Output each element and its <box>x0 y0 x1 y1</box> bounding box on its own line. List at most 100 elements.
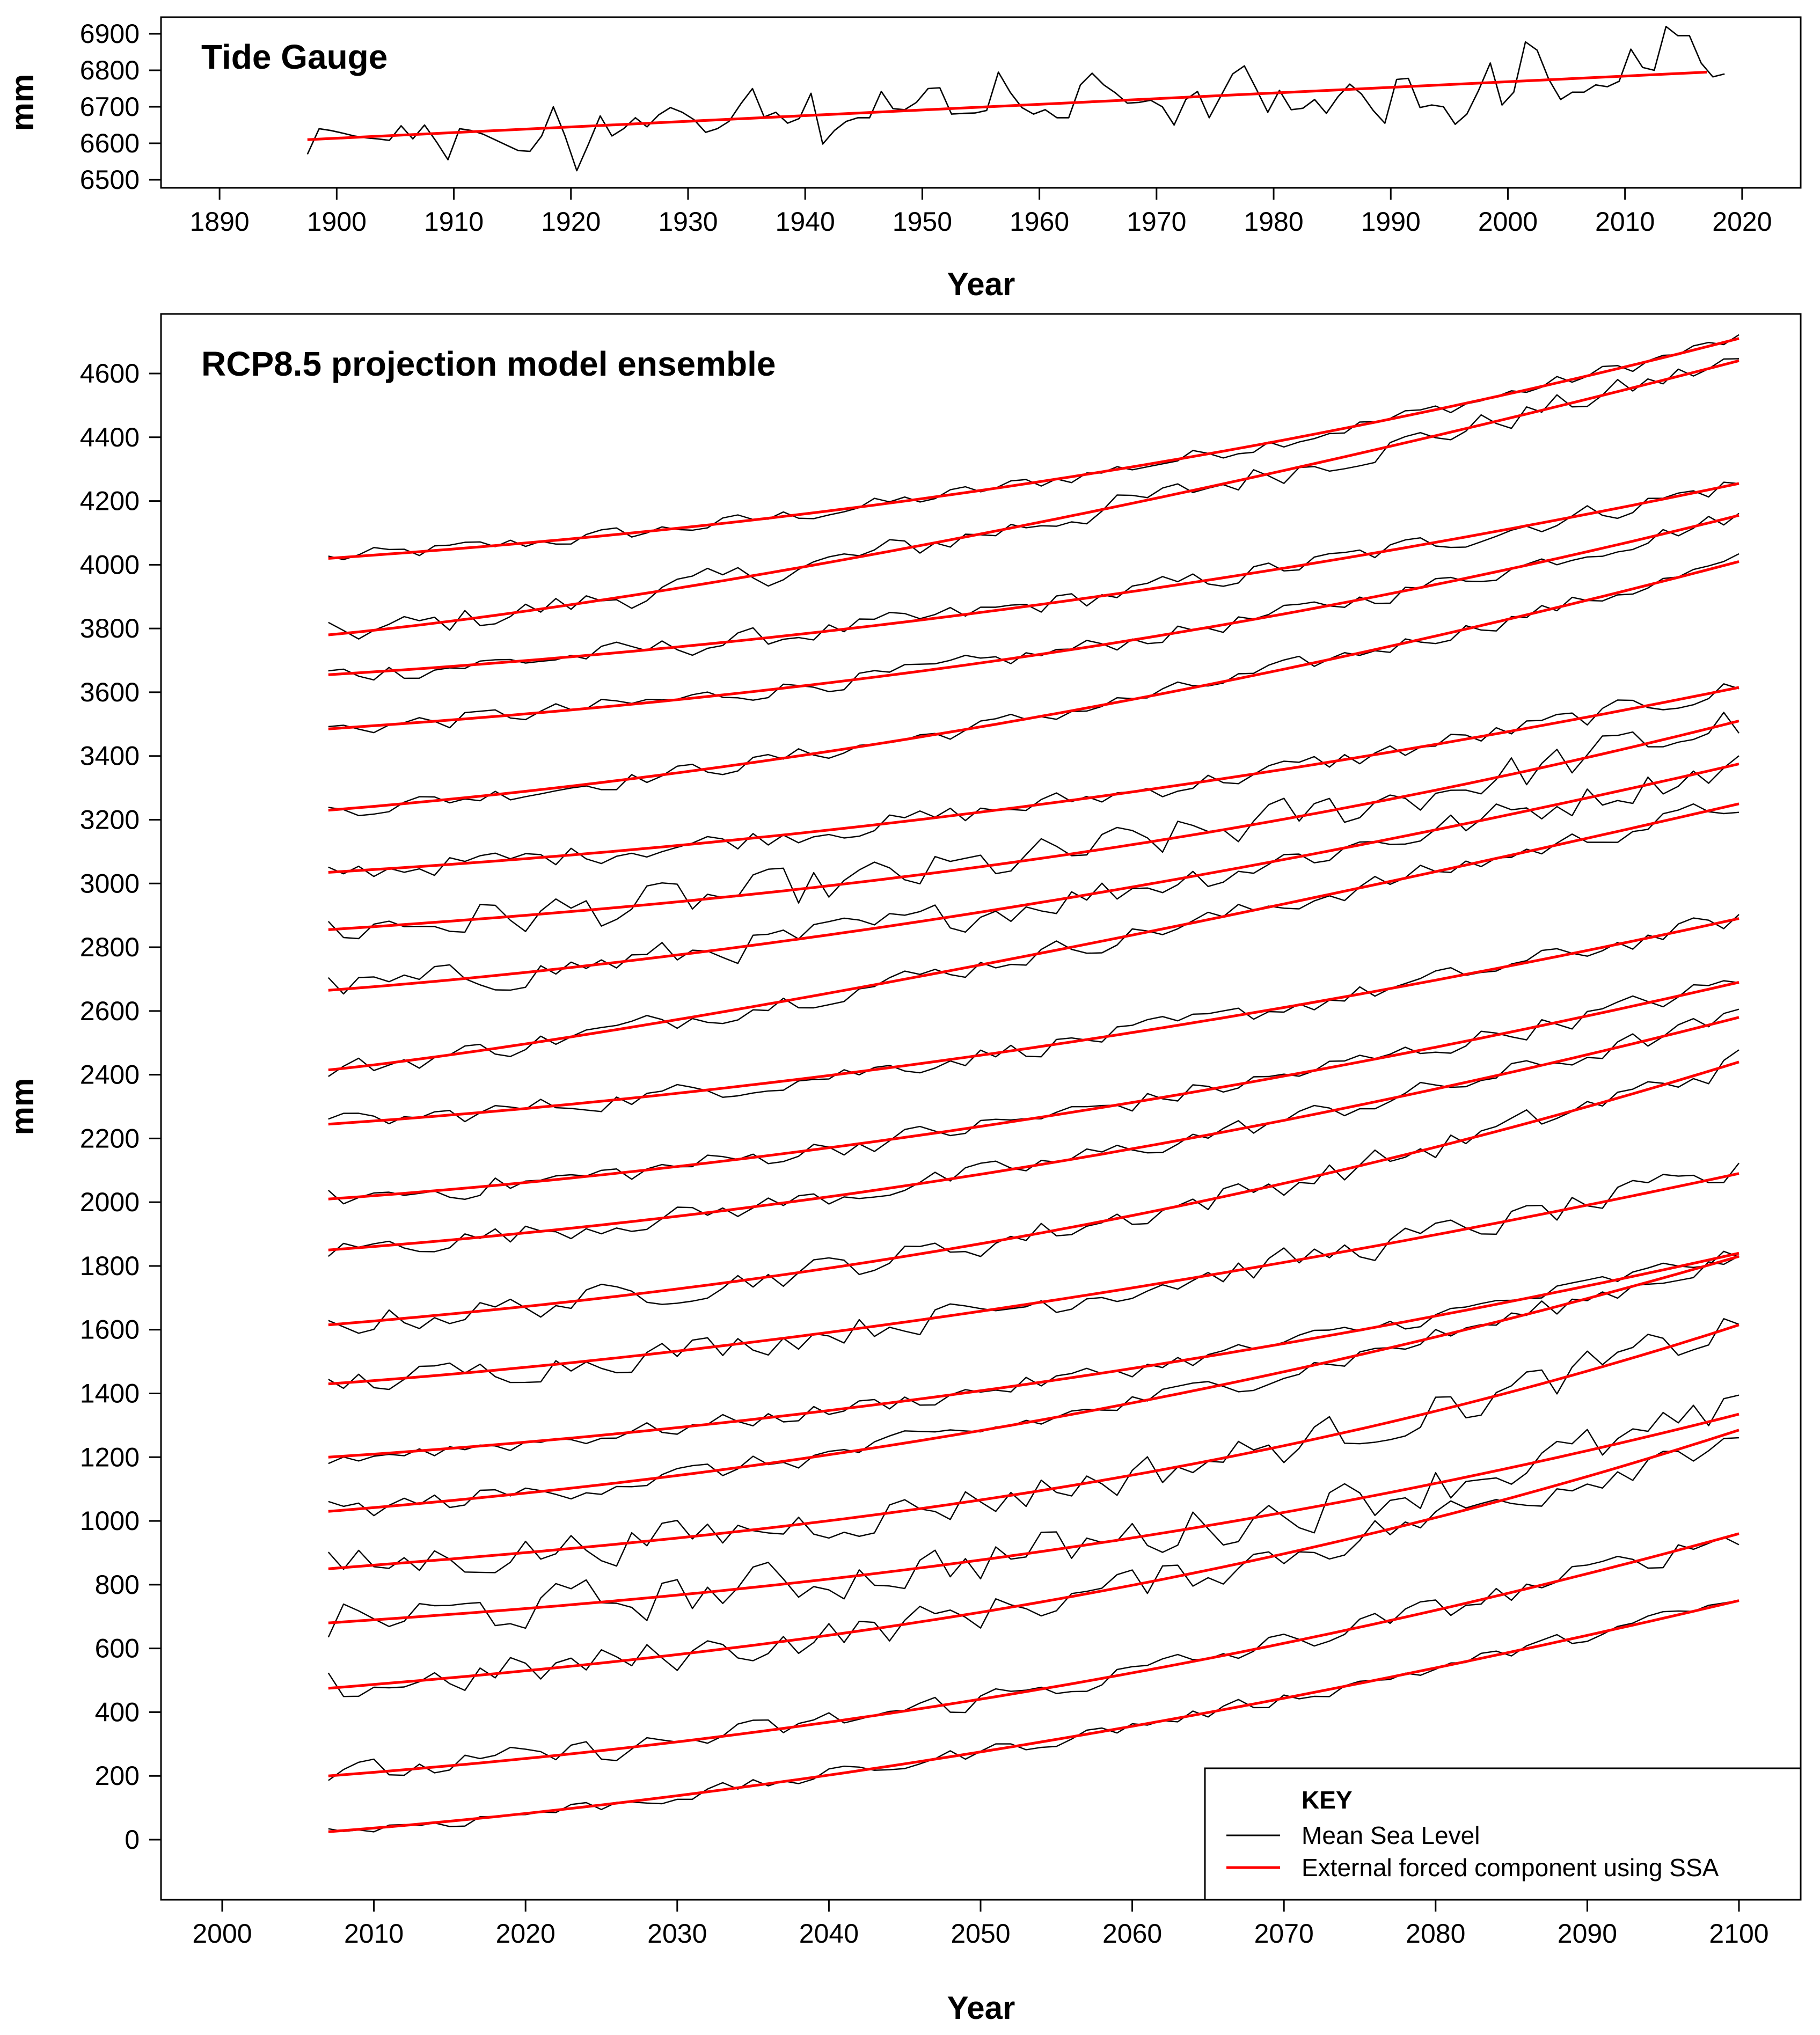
legend-title: KEY <box>1302 1786 1353 1814</box>
tide-gauge-axes: 1890 1900 1910 1920 1930 1940 1950 1960 1970 1980… <box>80 19 1772 237</box>
tide-gauge-panel: Tide Gauge 1890 1900 1910 1920 1930 1940 1950 1… <box>4 16 1802 302</box>
tide-gauge-x-tick-label-1950: 1950 <box>893 207 952 237</box>
tide-gauge-y-tick-label-6900: 6900 <box>80 19 140 49</box>
rcp-projection-panel: RCP8.5 projection model ensemble 2000 201… <box>4 313 1802 2026</box>
tide-gauge-y-tick-label-6800: 6800 <box>80 55 140 85</box>
tide-gauge-x-tick-label-1960: 1960 <box>1010 207 1069 237</box>
legend: KEY Mean Sea Level External forced compo… <box>1204 1767 1802 1901</box>
rcp-projection-x-tick-label-2010: 2010 <box>344 1919 404 1949</box>
rcp-projection-y-tick-label-1000: 1000 <box>80 1506 140 1536</box>
tide-gauge-y-tick-label-6700: 6700 <box>80 92 140 122</box>
rcp-projection-series <box>327 334 1739 1833</box>
rcp-model-20-ssa-trend-line <box>328 1532 1739 1777</box>
tide-gauge-x-tick-label-2000: 2000 <box>1478 207 1538 237</box>
rcp-projection-y-tick-label-0: 0 <box>125 1825 140 1855</box>
tide-gauge-x-tick-label-1990: 1990 <box>1361 207 1421 237</box>
rcp-model-9-ssa-trend-line <box>328 802 1739 1072</box>
tide-gauge-y-tick-label-6600: 6600 <box>80 128 140 158</box>
rcp-model-18-mean-sea-level-line <box>327 1394 1739 1638</box>
rcp-model-3-ssa-trend-line <box>328 482 1739 676</box>
legend-label-mean-sea-level: Mean Sea Level <box>1302 1821 1480 1849</box>
rcp-projection-y-tick-label-3000: 3000 <box>80 868 140 898</box>
rcp-model-19-ssa-trend-line <box>328 1429 1739 1690</box>
rcp-projection-x-tick-label-2050: 2050 <box>951 1919 1010 1949</box>
tide-gauge-x-tick-label-1920: 1920 <box>541 207 601 237</box>
rcp-projection-y-tick-label-3800: 3800 <box>80 613 140 643</box>
rcp-projection-y-tick-label-2600: 2600 <box>80 996 140 1026</box>
rcp-projection-x-tick-label-2100: 2100 <box>1709 1919 1768 1949</box>
rcp-model-4-ssa-trend-line <box>328 514 1739 730</box>
rcp-model-14-ssa-trend-line <box>328 1172 1739 1386</box>
legend-label-ssa: External forced component using SSA <box>1302 1854 1719 1882</box>
tide-gauge-x-axis-label: Year <box>947 266 1015 302</box>
rcp-projection-y-tick-label-600: 600 <box>95 1634 140 1664</box>
rcp-projection-y-tick-label-3200: 3200 <box>80 804 140 835</box>
rcp-model-8-ssa-trend-line <box>328 763 1739 992</box>
tide-gauge-series <box>306 26 1725 172</box>
rcp-projection-x-tick-label-2090: 2090 <box>1558 1919 1617 1949</box>
rcp-model-13-ssa-trend-line <box>328 1060 1739 1327</box>
rcp-projection-y-tick-label-1600: 1600 <box>80 1315 140 1345</box>
rcp-projection-y-tick-label-200: 200 <box>95 1761 140 1791</box>
rcp-projection-x-tick-label-2040: 2040 <box>799 1919 859 1949</box>
tide-gauge-x-tick-label-2020: 2020 <box>1712 207 1772 237</box>
rcp-model-13-mean-sea-level-line <box>328 1049 1739 1334</box>
rcp-projection-x-tick-label-2030: 2030 <box>647 1919 707 1949</box>
rcp-model-2-ssa-trend-line <box>328 359 1739 636</box>
tide-gauge-x-tick-label-1970: 1970 <box>1127 207 1186 237</box>
rcp-model-18-ssa-trend-line <box>328 1412 1739 1624</box>
rcp-projection-y-tick-label-1800: 1800 <box>80 1251 140 1281</box>
rcp-model-2-mean-sea-level-line <box>328 358 1739 640</box>
rcp-model-6-ssa-trend-line <box>328 686 1739 874</box>
rcp-model-16-ssa-trend-line <box>328 1255 1739 1513</box>
tide-gauge-x-tick-label-1900: 1900 <box>307 207 367 237</box>
rcp-projection-y-tick-label-4400: 4400 <box>80 422 140 452</box>
tide-gauge-x-tick-label-1930: 1930 <box>658 207 718 237</box>
tide-gauge-x-tick-label-1940: 1940 <box>776 207 835 237</box>
rcp-projection-y-axis-label: mm <box>4 1078 40 1136</box>
rcp-projection-x-tick-label-2000: 2000 <box>192 1919 252 1949</box>
rcp-projection-y-tick-label-4000: 4000 <box>80 550 140 580</box>
rcp-projection-x-axis-label: Year <box>947 1990 1015 2026</box>
tide-gauge-mean-sea-level-line <box>306 26 1725 172</box>
tide-gauge-x-tick-label-1890: 1890 <box>189 207 249 237</box>
rcp-model-17-ssa-trend-line <box>328 1323 1739 1570</box>
rcp-projection-title: RCP8.5 projection model ensemble <box>201 345 776 383</box>
rcp-projection-y-tick-label-3600: 3600 <box>80 677 140 707</box>
tide-gauge-title: Tide Gauge <box>201 38 388 76</box>
rcp-model-17-mean-sea-level-line <box>327 1318 1739 1573</box>
rcp-projection-axes: 2000 2010 2020 2030 2040 2050 2060 2070 2080 2090… <box>80 358 1769 1949</box>
rcp-model-7-ssa-trend-line <box>328 719 1739 931</box>
legend-box <box>1204 1767 1802 1901</box>
rcp-projection-y-tick-label-400: 400 <box>95 1697 140 1727</box>
tide-gauge-frame <box>160 16 1802 189</box>
rcp-model-11-ssa-trend-line <box>328 980 1739 1200</box>
rcp-model-15-ssa-trend-line <box>328 1251 1739 1459</box>
rcp-model-10-ssa-trend-line <box>328 917 1739 1126</box>
rcp-model-7-mean-sea-level-line <box>327 712 1739 940</box>
rcp-projection-y-tick-label-2200: 2200 <box>80 1123 140 1153</box>
tide-gauge-y-tick-label-6500: 6500 <box>80 165 140 195</box>
tide-gauge-ssa-trend-line <box>307 70 1707 141</box>
rcp-projection-y-tick-label-4600: 4600 <box>80 358 140 389</box>
rcp-projection-y-tick-label-2400: 2400 <box>80 1060 140 1090</box>
rcp-model-5-ssa-trend-line <box>328 560 1739 812</box>
rcp-projection-x-tick-label-2070: 2070 <box>1254 1919 1314 1949</box>
rcp-projection-y-tick-label-3400: 3400 <box>80 741 140 771</box>
rcp-projection-y-tick-label-1200: 1200 <box>80 1442 140 1472</box>
rcp-projection-x-tick-label-2060: 2060 <box>1102 1919 1162 1949</box>
rcp-model-1-ssa-trend-line <box>328 337 1739 560</box>
rcp-projection-y-tick-label-2800: 2800 <box>80 932 140 962</box>
rcp-model-19-mean-sea-level-line <box>327 1437 1739 1697</box>
rcp-model-21-ssa-trend-line <box>328 1599 1739 1833</box>
tide-gauge-x-tick-label-1910: 1910 <box>424 207 484 237</box>
rcp-projection-y-tick-label-1400: 1400 <box>80 1379 140 1409</box>
rcp-projection-x-tick-label-2080: 2080 <box>1406 1919 1465 1949</box>
rcp-projection-y-tick-label-800: 800 <box>95 1570 140 1600</box>
rcp-model-12-ssa-trend-line <box>328 1016 1739 1251</box>
rcp-projection-y-tick-label-2000: 2000 <box>80 1187 140 1217</box>
tide-gauge-x-tick-label-2010: 2010 <box>1595 207 1655 237</box>
tide-gauge-y-axis-label: mm <box>4 74 40 131</box>
